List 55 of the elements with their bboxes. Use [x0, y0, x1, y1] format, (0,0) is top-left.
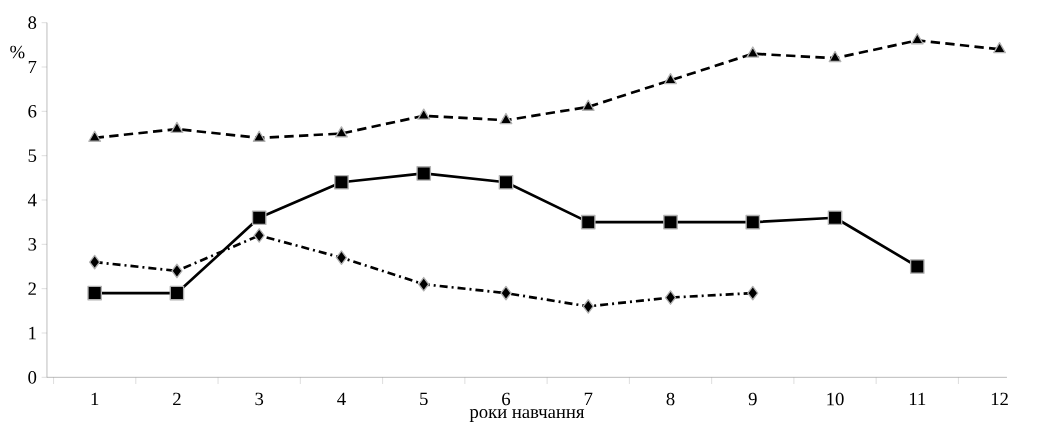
point	[87, 285, 103, 301]
point	[251, 210, 267, 226]
point	[581, 99, 595, 111]
x-tick-label: 12	[991, 392, 1008, 406]
point	[89, 254, 101, 270]
y-axis-title: %	[10, 45, 25, 59]
x-tick-label: 6	[502, 392, 511, 406]
x-tick-label: 4	[337, 392, 346, 405]
y-tick-label: 3	[28, 238, 37, 251]
point	[745, 214, 761, 230]
y-tick-label: 7	[28, 60, 37, 74]
x-tick-label: 7	[584, 392, 593, 405]
point	[170, 121, 184, 134]
point	[417, 108, 431, 120]
point	[88, 130, 102, 142]
point	[335, 126, 348, 138]
y-tick-label: 6	[28, 105, 37, 118]
x-tick-label: 9	[748, 392, 757, 406]
y-tick-label: 8	[28, 16, 37, 29]
point	[747, 285, 759, 301]
point	[993, 41, 1007, 54]
point	[416, 166, 432, 181]
y-tick-label: 0	[28, 371, 37, 384]
y-tick-label: 1	[29, 326, 36, 340]
point	[253, 228, 265, 243]
x-tick-label: 10	[827, 392, 844, 406]
point	[910, 33, 924, 45]
point	[664, 72, 677, 85]
y-tick-label: 2	[28, 282, 36, 295]
x-tick-label: 8	[666, 392, 675, 406]
point	[909, 259, 925, 274]
x-tick-label: 2	[173, 392, 181, 406]
point	[827, 210, 843, 226]
x-tick-label: 1	[91, 392, 99, 406]
y-tick-label: 4	[27, 193, 37, 207]
point	[498, 174, 514, 190]
point	[334, 174, 349, 190]
point	[580, 214, 596, 230]
point	[828, 50, 842, 63]
point	[171, 263, 183, 279]
point	[664, 290, 677, 305]
point	[418, 276, 430, 292]
point	[746, 46, 760, 58]
point	[252, 130, 266, 142]
point	[335, 250, 348, 265]
point	[500, 285, 512, 301]
x-tick-label: 3	[255, 392, 264, 406]
point	[169, 285, 185, 301]
x-tick-label: 5	[420, 392, 428, 406]
y-tick-label: 5	[28, 149, 37, 162]
point	[582, 299, 594, 314]
point	[499, 112, 513, 125]
point	[663, 214, 678, 230]
x-axis-title: роки навчання	[469, 409, 585, 422]
x-tick-label: 11	[909, 392, 926, 406]
